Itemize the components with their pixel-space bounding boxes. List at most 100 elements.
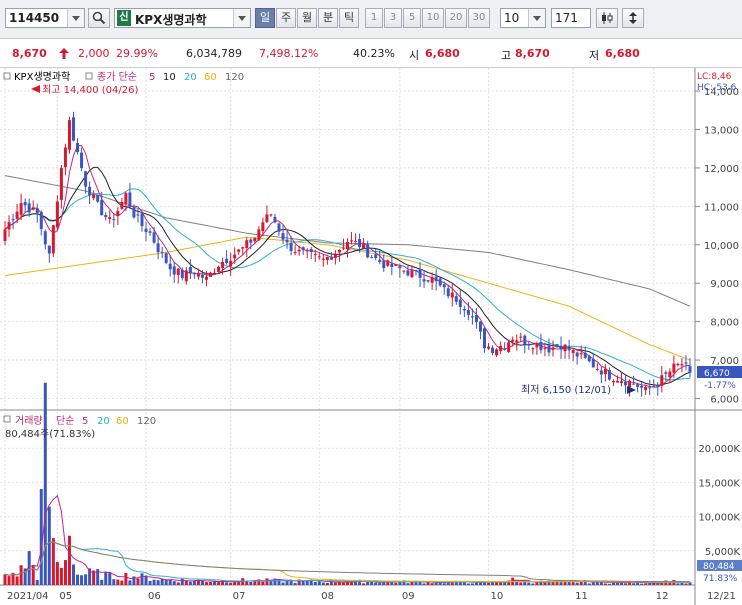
candle-body <box>309 248 313 253</box>
period-week-button[interactable]: 주 <box>276 8 296 28</box>
candle-body <box>112 219 116 221</box>
volume-bar <box>148 580 152 585</box>
stock-chart[interactable]: 14,000 13,000 12,000 11,000 10,000 9,000 8,000… <box>0 68 742 605</box>
volume-bar <box>160 578 164 585</box>
volume-bar <box>88 568 92 585</box>
candle-body <box>374 254 378 258</box>
candle-toggle-button[interactable] <box>596 8 618 28</box>
candle-body <box>478 321 482 332</box>
candle-body <box>337 250 341 253</box>
volume-bar <box>607 583 611 585</box>
volume-bar <box>680 581 684 585</box>
volume-bar <box>390 581 394 585</box>
count-input[interactable]: 171 <box>551 8 591 28</box>
volume-tick-label: 15,000K <box>698 478 740 489</box>
period-month-button[interactable]: 월 <box>297 8 317 28</box>
volume-bar <box>301 580 305 585</box>
volume-bar <box>217 581 221 585</box>
volume-bar <box>168 579 172 585</box>
candle-body <box>503 348 507 350</box>
candle-body <box>599 370 603 375</box>
candle-body <box>188 267 192 274</box>
shin-badge: 신 <box>117 10 131 26</box>
axis-tick-labels: 14,000 13,000 12,000 11,000 10,000 9,000 8,000… <box>7 87 740 602</box>
chevron-down-icon[interactable] <box>67 9 84 27</box>
volume-bar <box>358 579 362 585</box>
candle-body <box>180 269 184 279</box>
candle-body <box>225 258 229 263</box>
volume-bar <box>293 582 297 585</box>
candle-body <box>366 244 370 258</box>
candle-body <box>398 266 402 269</box>
chevron-down-icon[interactable] <box>528 9 545 27</box>
x-tick-label: 12/21 <box>707 591 736 602</box>
stock-code-input[interactable]: 114450 <box>5 8 85 28</box>
high-price: 8,670 <box>515 47 550 60</box>
volume-bar <box>656 583 660 585</box>
volume-bar <box>370 581 374 585</box>
minute-30-button[interactable]: 30 <box>468 8 490 28</box>
volume-bar <box>426 581 430 585</box>
low-label: 저 <box>589 49 600 62</box>
candle-body <box>192 272 196 275</box>
turnover-rate: 40.23% <box>353 47 395 60</box>
candle-body <box>19 203 23 215</box>
candle-body <box>652 385 656 387</box>
volume-bar <box>595 580 599 585</box>
volume-bar <box>591 582 595 585</box>
x-tick-label: 07 <box>233 591 246 602</box>
chevron-down-icon[interactable] <box>233 9 250 27</box>
candle-body <box>116 210 120 216</box>
volume-bar <box>204 582 208 585</box>
minute-20-button[interactable]: 20 <box>445 8 467 28</box>
volume-bar <box>386 581 390 585</box>
candle-body <box>333 254 337 258</box>
candle-body <box>217 266 221 272</box>
volume-bar <box>188 581 192 585</box>
candle-body <box>172 266 176 275</box>
volume-bar <box>116 579 120 585</box>
period-day-button[interactable]: 일 <box>255 8 275 28</box>
price-tick-label: 8,000 <box>710 318 739 329</box>
volume-ma120-line <box>4 541 691 583</box>
candle-body <box>499 346 503 351</box>
vertical-resize-button[interactable] <box>622 8 644 28</box>
volume-bar <box>15 576 19 585</box>
volume-bar <box>624 583 628 585</box>
candle-body <box>680 364 684 366</box>
search-button[interactable] <box>88 8 110 28</box>
volume-legend-ma20: 20 <box>97 416 110 427</box>
minute-1-button[interactable]: 1 <box>365 8 383 28</box>
volume-bar <box>192 580 196 585</box>
candle-body <box>664 372 668 374</box>
volume-bar <box>599 581 603 585</box>
candle-body <box>430 277 434 283</box>
volume-bar <box>628 581 632 585</box>
candle-body <box>213 272 217 274</box>
candle-body <box>579 353 583 355</box>
minute-5-button[interactable]: 5 <box>403 8 421 28</box>
volume-bar <box>668 582 672 585</box>
x-tick-label: 10 <box>491 591 504 602</box>
period-tick-button[interactable]: 틱 <box>339 8 359 28</box>
volume-bar <box>660 582 664 585</box>
minute-3-button[interactable]: 3 <box>384 8 402 28</box>
volume-legend-name: 거래량 <box>15 415 43 427</box>
period-minute-button[interactable]: 분 <box>318 8 338 28</box>
price-tick-label: 11,000 <box>704 202 739 213</box>
candle-body <box>446 288 450 297</box>
candle-body <box>571 349 575 354</box>
volume-bar <box>39 488 43 585</box>
stock-name-field[interactable]: 신 KPX생명과학 <box>114 8 251 28</box>
trade-volume: 6,034,789 <box>186 47 242 60</box>
volume-bar <box>140 573 144 585</box>
zoom-select[interactable]: 10 <box>500 8 546 28</box>
minute-10-button[interactable]: 10 <box>422 8 444 28</box>
volume-bar <box>499 582 503 585</box>
volume-bar <box>503 581 507 585</box>
candle-body <box>47 245 51 254</box>
candle-body <box>426 280 430 282</box>
up-arrow-icon <box>59 48 69 59</box>
candle-body <box>350 240 354 242</box>
candle-body <box>567 346 571 351</box>
